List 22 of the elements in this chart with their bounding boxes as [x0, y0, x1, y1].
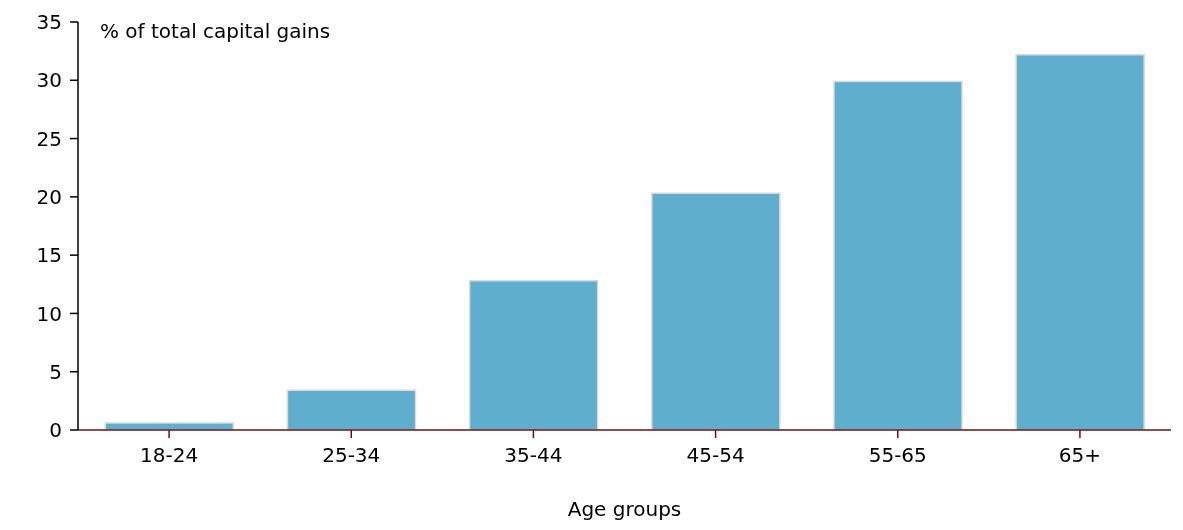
y-tick-label: 5: [49, 359, 62, 384]
bar: [651, 192, 781, 430]
y-tick-label: 20: [36, 184, 62, 209]
y-axis-title: % of total capital gains: [100, 19, 331, 43]
x-axis-title: Age groups: [567, 497, 682, 521]
bar: [1015, 53, 1145, 430]
bar: [468, 280, 599, 430]
x-tick-label: 55-65: [868, 443, 927, 468]
y-tick-label: 0: [49, 418, 62, 443]
x-tick-label: 65+: [1058, 443, 1102, 468]
y-tick-label: 35: [36, 10, 62, 35]
x-tick-label: 35-44: [504, 443, 563, 468]
x-tick-label: 18-24: [140, 443, 199, 468]
bar: [833, 80, 963, 430]
y-tick-label: 25: [36, 126, 62, 151]
x-tick-label: 25-34: [322, 443, 381, 468]
y-tick-label: 15: [36, 243, 62, 268]
bar: [104, 422, 235, 430]
y-tick-label: 10: [36, 301, 62, 326]
bar: [286, 389, 417, 430]
y-tick-label: 30: [36, 68, 62, 93]
x-tick-label: 45-54: [686, 443, 745, 468]
